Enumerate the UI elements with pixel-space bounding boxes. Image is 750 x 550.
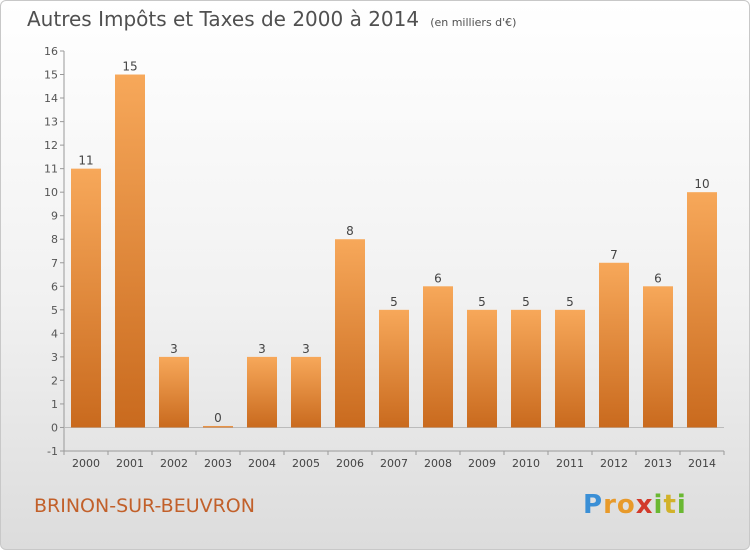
logo-letter: P (583, 490, 604, 520)
y-tick-label: 16 (44, 45, 58, 58)
data-label-2005: 3 (302, 342, 310, 356)
y-tick-label: 14 (44, 92, 58, 105)
x-tick-label-2011: 2011 (556, 457, 584, 470)
x-tick-label-2012: 2012 (600, 457, 628, 470)
bar-2009 (467, 309, 497, 428)
x-tick-label-2004: 2004 (248, 457, 276, 470)
data-label-2009: 5 (478, 295, 486, 309)
data-label-2011: 5 (566, 295, 574, 309)
bar-2013 (643, 286, 673, 428)
logo-letter: o (616, 490, 636, 520)
chart-subtitle: (en milliers d'€) (430, 16, 517, 29)
y-tick-label: 15 (44, 69, 58, 82)
logo-letter: r (603, 490, 617, 520)
y-tick-label: 0 (51, 421, 58, 434)
y-tick-label: 12 (44, 139, 58, 152)
x-tick-label-2003: 2003 (204, 457, 232, 470)
data-label-2012: 7 (610, 248, 618, 262)
bar-2006 (335, 239, 365, 428)
bars (71, 74, 717, 428)
y-tick-label: -1 (47, 445, 58, 458)
bar-2010 (511, 309, 541, 428)
x-tick-label-2000: 2000 (72, 457, 100, 470)
chart-title-block: Autres Impôts et Taxes de 2000 à 2014 (e… (27, 7, 516, 31)
x-tick-label-2013: 2013 (644, 457, 672, 470)
bar-2004 (247, 356, 277, 428)
bar-2001 (115, 74, 145, 428)
y-tick-label: 13 (44, 116, 58, 129)
bar-2012 (599, 262, 629, 428)
logo-letter: t (663, 490, 677, 520)
bar-2000 (71, 168, 101, 428)
data-label-2014: 10 (694, 177, 709, 191)
x-tick-label-2005: 2005 (292, 457, 320, 470)
x-tick-label-2009: 2009 (468, 457, 496, 470)
bar-2005 (291, 356, 321, 428)
town-name: BRINON-SUR-BEUVRON (34, 495, 255, 517)
y-tick-label: 9 (51, 210, 58, 223)
data-label-2000: 11 (78, 154, 93, 168)
x-tick-label-2002: 2002 (160, 457, 188, 470)
data-label-2003: 0 (214, 411, 222, 425)
logo-letter: x (635, 490, 654, 520)
bar-2008 (423, 286, 453, 428)
data-label-2002: 3 (170, 342, 178, 356)
bar-2002 (159, 356, 189, 428)
x-tick-label-2010: 2010 (512, 457, 540, 470)
x-tick-label-2007: 2007 (380, 457, 408, 470)
y-tick-label: 8 (51, 233, 58, 246)
logo-letter: i (676, 490, 687, 520)
bar-2003 (203, 425, 233, 428)
y-tick-label: 4 (51, 327, 58, 340)
data-label-2006: 8 (346, 224, 354, 238)
data-label-2001: 15 (122, 60, 137, 74)
x-tick-label-2008: 2008 (424, 457, 452, 470)
x-tick-label-2001: 2001 (116, 457, 144, 470)
y-tick-label: 2 (51, 374, 58, 387)
logo-letter: i (653, 490, 664, 520)
data-label-2008: 6 (434, 271, 442, 285)
data-label-2013: 6 (654, 271, 662, 285)
y-tick-label: 5 (51, 304, 58, 317)
y-tick-label: 10 (44, 186, 58, 199)
x-tick-label-2014: 2014 (688, 457, 716, 470)
y-tick-label: 1 (51, 398, 58, 411)
bar-2011 (555, 309, 585, 428)
y-tick-label: 7 (51, 257, 58, 270)
bar-2007 (379, 309, 409, 428)
proxiti-logo: Proxiti (583, 490, 687, 520)
data-labels: 11 15 3 0 3 3 8 5 6 5 5 5 7 6 10 (78, 60, 709, 425)
y-tick-label: 6 (51, 280, 58, 293)
y-tick-label: 11 (44, 163, 58, 176)
y-tick-label: 3 (51, 351, 58, 364)
x-tick-label-2006: 2006 (336, 457, 364, 470)
data-label-2004: 3 (258, 342, 266, 356)
chart-title: Autres Impôts et Taxes de 2000 à 2014 (27, 7, 420, 31)
data-label-2007: 5 (390, 295, 398, 309)
data-label-2010: 5 (522, 295, 530, 309)
bar-2014 (687, 192, 717, 428)
